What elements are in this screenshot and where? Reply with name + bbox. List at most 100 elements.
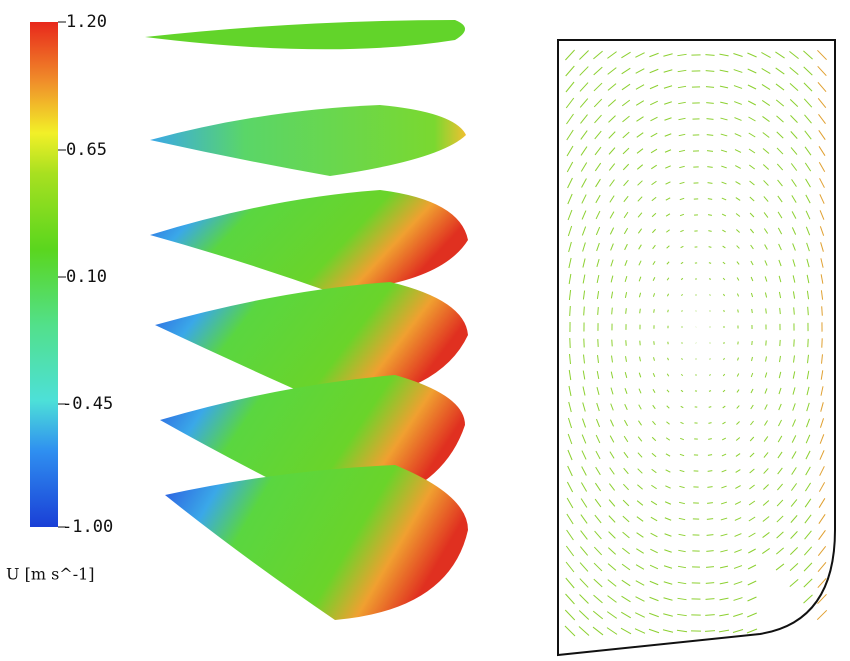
vector-arrow bbox=[638, 404, 642, 410]
vector-arrow bbox=[704, 630, 716, 632]
tick-label: -1.00 bbox=[62, 517, 113, 537]
vector-arrow bbox=[751, 308, 753, 314]
vector-arrow bbox=[678, 533, 686, 537]
vector-arrow bbox=[748, 500, 756, 506]
vector-arrow bbox=[779, 355, 781, 363]
vector-arrow bbox=[635, 580, 645, 586]
vector-arrow bbox=[778, 419, 782, 427]
vector-arrow bbox=[652, 404, 656, 410]
vector-arrow bbox=[624, 372, 628, 378]
vector-arrow bbox=[678, 101, 686, 105]
vector-arrow bbox=[721, 165, 727, 169]
vector-arrow bbox=[807, 354, 809, 364]
vector-arrow bbox=[762, 548, 770, 554]
vector-arrow bbox=[664, 549, 672, 553]
vector-arrow bbox=[793, 355, 795, 363]
vector-arrow bbox=[608, 531, 616, 539]
vector-arrow bbox=[607, 67, 617, 75]
vector-arrow bbox=[734, 549, 742, 553]
vector-arrow bbox=[805, 226, 811, 236]
vector-arrow bbox=[708, 438, 712, 440]
vector-arrow bbox=[709, 374, 711, 376]
vector-arrow bbox=[721, 181, 727, 185]
vector-arrow bbox=[681, 310, 683, 312]
vector-arrow bbox=[761, 52, 771, 58]
vector-arrow bbox=[621, 99, 631, 107]
vector-arrow bbox=[606, 611, 618, 619]
vector-arrow bbox=[638, 244, 642, 250]
vector-arrow bbox=[594, 114, 602, 124]
vector-arrow bbox=[817, 545, 827, 557]
vector-arrow bbox=[634, 628, 646, 634]
vector-arrow bbox=[705, 598, 715, 600]
vector-arrow bbox=[622, 115, 630, 123]
vector-arrow bbox=[816, 609, 828, 621]
vector-arrow bbox=[804, 114, 812, 124]
vector-arrow bbox=[608, 515, 616, 523]
vector-arrow bbox=[777, 179, 783, 187]
vector-arrow bbox=[564, 609, 576, 621]
vector-arrow bbox=[748, 164, 756, 170]
vector-arrow bbox=[664, 533, 672, 537]
vector-arrow bbox=[666, 421, 670, 425]
vector-arrow bbox=[722, 421, 726, 425]
vector-arrow bbox=[790, 163, 798, 171]
vector-arrow bbox=[749, 484, 755, 490]
vector-arrow bbox=[637, 484, 643, 490]
vector-arrow bbox=[721, 469, 727, 473]
vector-arrow bbox=[734, 517, 742, 521]
vector-arrow bbox=[749, 468, 755, 474]
colorbar-ticks bbox=[58, 21, 66, 528]
vector-arrow bbox=[708, 262, 712, 264]
vector-arrow bbox=[775, 67, 785, 75]
vector-arrow bbox=[750, 404, 754, 410]
vector-arrow bbox=[621, 579, 631, 587]
vector-arrow bbox=[789, 579, 799, 587]
vector-arrow bbox=[579, 594, 589, 604]
vector-arrow bbox=[665, 165, 671, 169]
vector-arrow bbox=[650, 100, 658, 106]
vector-arrow bbox=[803, 562, 813, 572]
vector-arrow bbox=[764, 292, 768, 298]
vector-arrow bbox=[666, 245, 670, 249]
vector-arrow bbox=[819, 178, 825, 188]
vector-arrow bbox=[569, 305, 571, 317]
vector-arrow bbox=[663, 613, 673, 617]
vector-arrow bbox=[622, 147, 630, 155]
vector-arrow bbox=[806, 290, 810, 300]
vector-arrow bbox=[765, 356, 767, 362]
vector-arrow bbox=[638, 388, 642, 394]
vector-arrow bbox=[565, 81, 575, 93]
vector-arrow bbox=[595, 210, 601, 220]
vector-arrow bbox=[610, 371, 614, 379]
vector-arrow bbox=[775, 563, 785, 571]
vector-arrow bbox=[748, 548, 756, 554]
vector-arrow bbox=[638, 292, 642, 298]
vector-arrow bbox=[737, 357, 739, 361]
vector-arrow bbox=[749, 436, 755, 442]
vector-arrow bbox=[610, 387, 614, 395]
vector-arrow bbox=[621, 83, 631, 91]
vector-arrow bbox=[764, 260, 768, 266]
vector-arrow bbox=[677, 69, 687, 73]
vector-arrow bbox=[818, 130, 826, 140]
vector-arrow bbox=[765, 308, 767, 314]
vector-arrow bbox=[806, 370, 810, 380]
vector-arrow bbox=[565, 49, 575, 61]
vector-arrow bbox=[805, 466, 811, 476]
vector-arrow bbox=[652, 244, 656, 250]
vector-arrow bbox=[764, 404, 768, 410]
vector-arrow bbox=[579, 98, 589, 108]
vector-arrow bbox=[596, 242, 600, 252]
vector-arrow bbox=[791, 419, 797, 427]
vector-arrow bbox=[763, 436, 769, 442]
vector-arrow bbox=[762, 500, 770, 506]
vector-arrow bbox=[652, 277, 656, 281]
vector-arrow bbox=[665, 197, 671, 201]
vector-arrow bbox=[775, 547, 785, 555]
vector-arrow bbox=[592, 626, 604, 636]
vector-arrow bbox=[680, 405, 684, 409]
vector-arrow bbox=[819, 194, 825, 204]
vector-arrow bbox=[764, 372, 768, 378]
vector-arrow bbox=[804, 482, 812, 492]
